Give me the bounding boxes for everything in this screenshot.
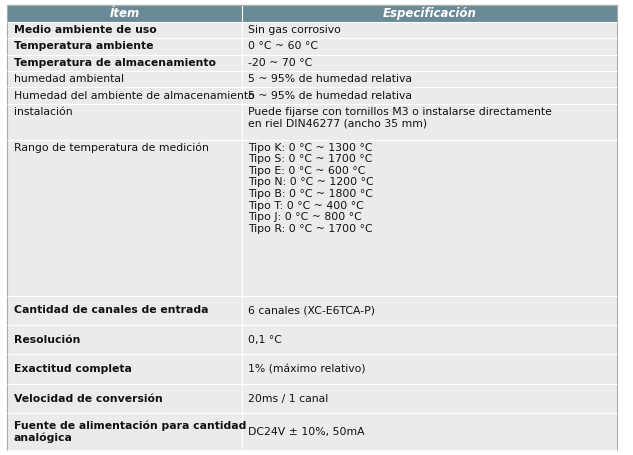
Bar <box>242 325 617 354</box>
Text: Temperatura de almacenamiento: Temperatura de almacenamiento <box>14 58 216 68</box>
Bar <box>242 55 617 71</box>
Text: 5 ~ 95% de humedad relativa: 5 ~ 95% de humedad relativa <box>248 91 413 101</box>
Text: humedad ambiental: humedad ambiental <box>14 74 123 84</box>
Text: Humedad del ambiente de almacenamiento: Humedad del ambiente de almacenamiento <box>14 91 254 101</box>
Bar <box>242 104 617 140</box>
Text: Resolución: Resolución <box>14 335 80 345</box>
Bar <box>8 5 617 22</box>
Text: 6 canales (XC-E6TCA-P): 6 canales (XC-E6TCA-P) <box>248 305 375 315</box>
Bar <box>8 22 242 38</box>
Text: Puede fijarse con tornillos M3 o instalarse directamente
en riel DIN46277 (ancho: Puede fijarse con tornillos M3 o instala… <box>248 106 553 128</box>
Bar <box>242 22 617 38</box>
Bar <box>8 354 242 384</box>
Bar <box>8 295 242 325</box>
Text: Velocidad de conversión: Velocidad de conversión <box>14 394 163 404</box>
Bar <box>242 354 617 384</box>
Text: Fuente de alimentación para cantidad
analógica: Fuente de alimentación para cantidad ana… <box>14 420 246 443</box>
Bar <box>8 414 242 450</box>
Text: instalación: instalación <box>14 106 72 116</box>
Bar <box>242 140 617 295</box>
Bar <box>242 71 617 87</box>
Text: 1% (máximo relativo): 1% (máximo relativo) <box>248 364 366 374</box>
Bar <box>242 414 617 450</box>
Bar <box>242 384 617 414</box>
Text: Ítem: Ítem <box>110 7 140 20</box>
Bar <box>8 104 242 140</box>
Bar <box>8 140 242 295</box>
Text: 0 °C ~ 60 °C: 0 °C ~ 60 °C <box>248 41 318 51</box>
Bar <box>8 71 242 87</box>
Text: Medio ambiente de uso: Medio ambiente de uso <box>14 25 156 35</box>
Bar <box>8 55 242 71</box>
Bar <box>242 38 617 55</box>
Text: Rango de temperatura de medición: Rango de temperatura de medición <box>14 142 209 153</box>
Text: 0,1 °C: 0,1 °C <box>248 335 282 345</box>
Bar <box>8 325 242 354</box>
Text: Especificación: Especificación <box>383 7 477 20</box>
Bar <box>242 295 617 325</box>
Text: Tipo K: 0 °C ~ 1300 °C
Tipo S: 0 °C ~ 1700 °C
Tipo E: 0 °C ~ 600 °C
Tipo N: 0 °C: Tipo K: 0 °C ~ 1300 °C Tipo S: 0 °C ~ 17… <box>248 142 374 234</box>
Bar <box>8 38 242 55</box>
Text: Cantidad de canales de entrada: Cantidad de canales de entrada <box>14 305 208 315</box>
Bar <box>8 384 242 414</box>
Bar <box>242 87 617 104</box>
Text: 20ms / 1 canal: 20ms / 1 canal <box>248 394 329 404</box>
Text: -20 ~ 70 °C: -20 ~ 70 °C <box>248 58 313 68</box>
Text: DC24V ± 10%, 50mA: DC24V ± 10%, 50mA <box>248 426 365 436</box>
Bar <box>8 87 242 104</box>
Text: Sin gas corrosivo: Sin gas corrosivo <box>248 25 341 35</box>
Text: 5 ~ 95% de humedad relativa: 5 ~ 95% de humedad relativa <box>248 74 413 84</box>
Text: Exactitud completa: Exactitud completa <box>14 364 132 374</box>
Text: Temperatura ambiente: Temperatura ambiente <box>14 41 153 51</box>
